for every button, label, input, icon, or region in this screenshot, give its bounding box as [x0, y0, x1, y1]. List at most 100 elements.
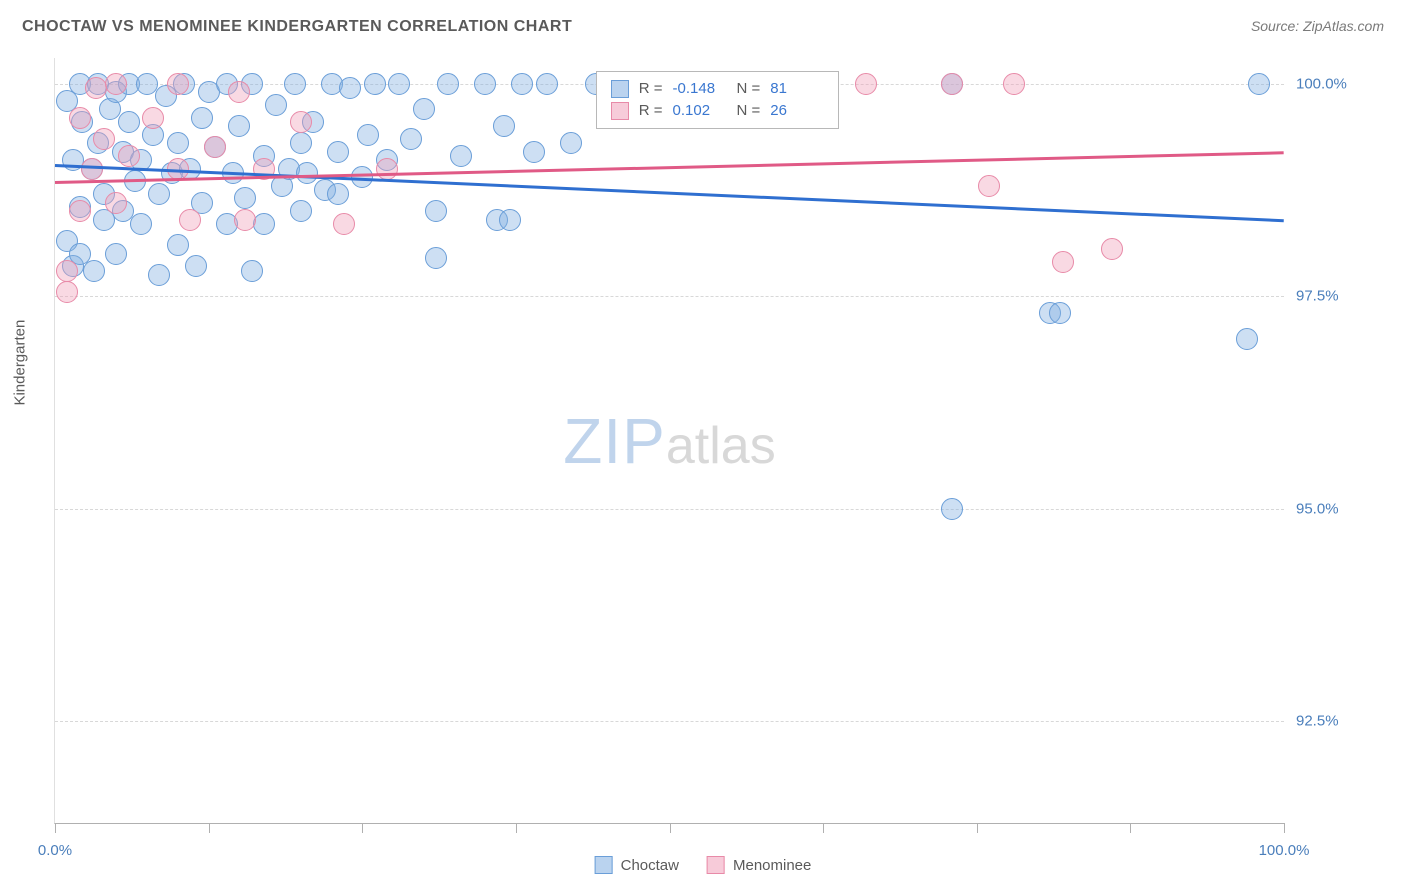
- x-tick: [55, 823, 56, 833]
- x-tick: [209, 823, 210, 833]
- data-point-s1: [339, 77, 361, 99]
- data-point-s1: [941, 498, 963, 520]
- data-point-s1: [1236, 328, 1258, 350]
- data-point-s1: [474, 73, 496, 95]
- data-point-s1: [1049, 302, 1071, 324]
- data-point-s2: [333, 213, 355, 235]
- y-tick-label: 100.0%: [1296, 75, 1366, 92]
- data-point-s1: [265, 94, 287, 116]
- x-tick: [670, 823, 671, 833]
- gridline-h: [55, 509, 1284, 510]
- legend-swatch-choctaw: [595, 856, 613, 874]
- data-point-s1: [284, 73, 306, 95]
- data-point-s1: [167, 234, 189, 256]
- legend-item-menominee: Menominee: [707, 856, 811, 874]
- x-tick: [1130, 823, 1131, 833]
- watermark-atlas: atlas: [666, 417, 776, 475]
- data-point-s1: [148, 183, 170, 205]
- data-point-s2: [290, 111, 312, 133]
- data-point-s2: [93, 128, 115, 150]
- data-point-s1: [118, 111, 140, 133]
- stats-r-value: -0.148: [673, 80, 727, 97]
- data-point-s1: [241, 260, 263, 282]
- data-point-s2: [179, 209, 201, 231]
- data-point-s2: [85, 77, 107, 99]
- stats-swatch: [611, 102, 629, 120]
- stats-r-value: 0.102: [673, 102, 727, 119]
- data-point-s2: [855, 73, 877, 95]
- data-point-s1: [425, 200, 447, 222]
- data-point-s1: [523, 141, 545, 163]
- x-tick-label: 0.0%: [38, 842, 72, 859]
- data-point-s2: [234, 209, 256, 231]
- x-tick: [977, 823, 978, 833]
- stats-n-label: N =: [737, 80, 761, 97]
- data-point-s1: [425, 247, 447, 269]
- data-point-s2: [105, 73, 127, 95]
- stats-swatch: [611, 80, 629, 98]
- data-point-s1: [536, 73, 558, 95]
- data-point-s1: [437, 73, 459, 95]
- data-point-s1: [327, 183, 349, 205]
- stats-box: R =-0.148N =81R =0.102N =26: [596, 71, 840, 129]
- legend-swatch-menominee: [707, 856, 725, 874]
- data-point-s1: [83, 260, 105, 282]
- data-point-s1: [450, 145, 472, 167]
- stats-row: R = 0.102 N = 26: [611, 100, 825, 122]
- y-tick-label: 92.5%: [1296, 713, 1366, 730]
- y-axis-label: Kindergarten: [12, 320, 29, 406]
- x-tick-label: 100.0%: [1259, 842, 1310, 859]
- x-tick: [362, 823, 363, 833]
- data-point-s1: [290, 132, 312, 154]
- gridline-h: [55, 296, 1284, 297]
- data-point-s1: [296, 162, 318, 184]
- data-point-s1: [130, 213, 152, 235]
- data-point-s2: [56, 281, 78, 303]
- data-point-s2: [105, 192, 127, 214]
- x-tick: [516, 823, 517, 833]
- data-point-s2: [69, 107, 91, 129]
- data-point-s2: [69, 200, 91, 222]
- data-point-s1: [185, 255, 207, 277]
- watermark: ZIPatlas: [563, 404, 775, 478]
- chart-title: CHOCTAW VS MENOMINEE KINDERGARTEN CORREL…: [22, 18, 572, 36]
- y-tick-label: 97.5%: [1296, 288, 1366, 305]
- stats-n-label: N =: [737, 102, 761, 119]
- data-point-s1: [234, 187, 256, 209]
- chart-plot-area: ZIPatlas 92.5%95.0%97.5%100.0%0.0%100.0%…: [54, 58, 1284, 824]
- data-point-s1: [167, 132, 189, 154]
- data-point-s1: [388, 73, 410, 95]
- data-point-s1: [290, 200, 312, 222]
- data-point-s1: [1248, 73, 1270, 95]
- data-point-s1: [511, 73, 533, 95]
- data-point-s1: [560, 132, 582, 154]
- stats-r-label: R =: [639, 80, 663, 97]
- data-point-s1: [327, 141, 349, 163]
- legend-item-choctaw: Choctaw: [595, 856, 679, 874]
- data-point-s1: [400, 128, 422, 150]
- data-point-s2: [1101, 238, 1123, 260]
- x-tick: [1284, 823, 1285, 833]
- legend-label-choctaw: Choctaw: [621, 857, 679, 874]
- x-tick: [823, 823, 824, 833]
- data-point-s2: [167, 73, 189, 95]
- stats-row: R =-0.148N =81: [611, 78, 825, 100]
- bottom-legend: Choctaw Menominee: [595, 856, 812, 874]
- data-point-s2: [1003, 73, 1025, 95]
- data-point-s2: [228, 81, 250, 103]
- source-label: Source: ZipAtlas.com: [1251, 18, 1384, 34]
- data-point-s1: [413, 98, 435, 120]
- data-point-s1: [364, 73, 386, 95]
- data-point-s1: [191, 107, 213, 129]
- data-point-s2: [204, 136, 226, 158]
- y-tick-label: 95.0%: [1296, 500, 1366, 517]
- data-point-s2: [118, 145, 140, 167]
- data-point-s1: [105, 243, 127, 265]
- data-point-s1: [228, 115, 250, 137]
- gridline-h: [55, 721, 1284, 722]
- data-point-s2: [1052, 251, 1074, 273]
- stats-n-value: 26: [770, 102, 824, 119]
- stats-r-label: R =: [639, 102, 663, 119]
- data-point-s1: [253, 213, 275, 235]
- data-point-s1: [499, 209, 521, 231]
